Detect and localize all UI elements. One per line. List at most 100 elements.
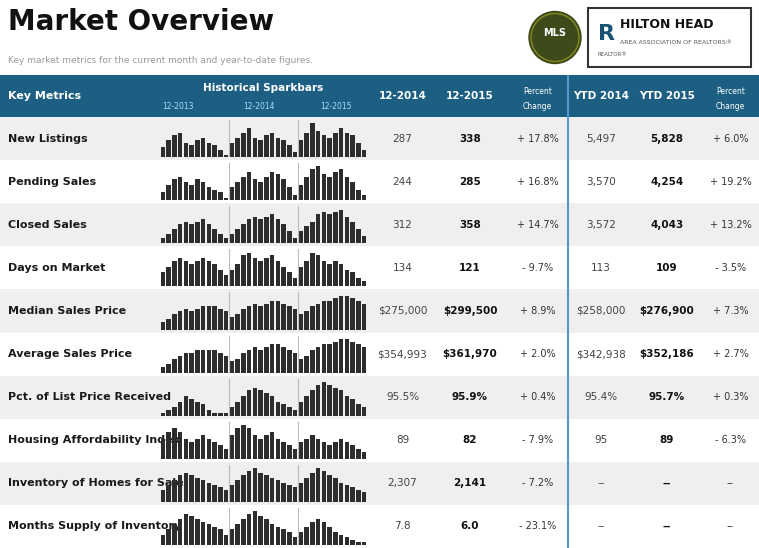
Bar [333,532,338,545]
Text: + 13.2%: + 13.2% [710,220,751,230]
Bar [206,483,211,502]
Text: 95.4%: 95.4% [584,392,618,402]
Bar [172,135,177,157]
Bar [241,255,245,287]
Bar [235,264,240,287]
Text: R: R [598,24,615,43]
Bar [276,438,280,459]
Bar [253,217,257,243]
Text: + 17.8%: + 17.8% [517,134,559,144]
Bar [247,219,251,243]
Bar [327,264,332,287]
Bar [287,231,291,243]
Bar [230,361,234,373]
Bar [190,264,194,287]
Text: Closed Sales: Closed Sales [8,220,87,230]
Text: 287: 287 [392,134,412,144]
Bar [247,306,251,329]
Text: 134: 134 [392,263,412,273]
Bar [327,527,332,545]
Text: + 2.0%: + 2.0% [520,349,556,359]
Bar [230,407,234,416]
Bar [345,537,349,545]
Text: 2,307: 2,307 [388,478,417,488]
Bar [322,174,326,200]
Bar [253,347,257,373]
Bar [241,396,245,416]
Bar [287,350,291,373]
Text: + 14.7%: + 14.7% [517,220,559,230]
Bar [253,435,257,459]
Bar [224,198,228,200]
Bar [351,399,354,416]
Bar [299,267,303,287]
Bar [219,487,222,502]
Bar [241,224,245,243]
Bar [166,410,171,416]
Bar [304,478,309,502]
Bar [230,187,234,200]
Bar [253,511,257,545]
Bar [235,402,240,416]
Bar [282,347,286,373]
Bar [276,402,280,416]
Bar [339,339,343,373]
Bar [247,172,251,200]
Bar [259,261,263,287]
Bar [235,229,240,243]
Bar [345,217,349,243]
Bar [345,177,349,200]
Bar [247,253,251,287]
Bar [253,258,257,287]
Bar [201,306,205,329]
Bar [304,133,309,157]
Bar [276,345,280,373]
Bar [287,272,291,287]
Bar [172,429,177,459]
Bar [184,142,188,157]
Bar [172,229,177,243]
Bar [161,413,165,416]
Bar [282,140,286,157]
Bar [235,429,240,459]
Bar [293,537,298,545]
Bar [264,304,269,329]
Bar [161,238,165,243]
Bar [362,452,367,459]
Bar [264,135,269,157]
Bar [362,347,367,373]
Bar [316,167,320,200]
Bar [351,135,354,157]
Bar [282,529,286,545]
Bar [213,413,217,416]
Bar [339,128,343,157]
Bar [270,172,274,200]
Bar [310,350,314,373]
Bar [316,438,320,459]
Bar [178,133,182,157]
Bar [287,485,291,502]
Bar [356,301,361,329]
Bar [247,350,251,373]
Bar [219,353,222,373]
Bar [299,140,303,157]
Bar [166,140,171,157]
Bar [213,145,217,157]
Bar [270,432,274,459]
Bar [333,133,338,157]
Bar [270,214,274,243]
Bar [206,224,211,243]
Bar [206,438,211,459]
Text: --: -- [663,522,671,532]
Bar [356,190,361,200]
Bar [264,519,269,545]
Bar [201,435,205,459]
Bar [351,540,354,545]
Text: $352,186: $352,186 [640,349,694,359]
Bar [219,270,222,287]
Bar [282,224,286,243]
Bar [201,404,205,416]
Bar [356,278,361,287]
Bar [178,476,182,502]
Bar [213,442,217,459]
